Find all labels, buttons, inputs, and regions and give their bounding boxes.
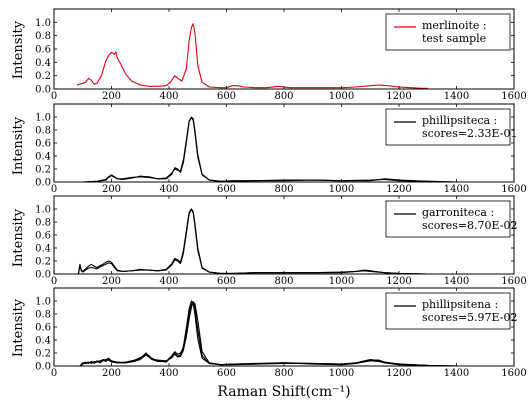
panel-4-ytick-label: 1.0 [35,297,51,308]
panel-2-ylabel: Intensity [11,116,26,175]
panel-3-xtick-label: 1000 [329,276,354,287]
panel-4: Intensity 0 200 400 600 800 1000 1200 1400 16000… [11,287,527,379]
panel-2-xtick-label: 1000 [329,184,354,195]
panel-2-ytick-label: 0.2 [35,165,51,176]
panel-2-ytick-label: 0.8 [35,126,51,137]
panel-2-plot: 0 200 400 600 800 1000 1200 1400 1600 0.0 0.2 0.4 0.… [35,103,527,195]
panel-2-xtick-label: 200 [102,184,121,195]
panel-3-ytick-label: 0.2 [35,257,51,268]
panel-4-xtick-label: 1400 [444,368,469,379]
panel-2-xtick-label: 1400 [444,184,469,195]
panel-2-ytick-label: 0.6 [35,139,51,150]
panel-4-ytick-label: 0.2 [35,349,51,360]
panel-1-xtick-label: 200 [102,91,121,102]
panel-2-xtick-label: 600 [217,184,236,195]
panel-1-ylabel: Intensity [11,20,26,79]
panel-3-legend-text: garroniteca : [422,206,494,219]
panel-1-legend-text: merlinoite : [422,19,487,32]
panel-2-xtick-label: 800 [274,184,293,195]
panel-3-xtick-label: 600 [217,276,236,287]
panel-1-ytick-label: 0.6 [35,45,51,56]
panel-2-ytick-label: 0.0 [35,178,51,189]
panel-2-xtick-label: 1200 [386,184,411,195]
panel-1-ytick-label: 1.0 [35,18,51,29]
panel-4-legend-box [385,292,511,330]
panel-1-xtick-label: 600 [217,91,236,102]
panel-4-xtick-label: 0 [51,368,57,379]
panel-1-xtick-label: 800 [274,91,293,102]
panel-2-legend-text: scores=2.33E-01 [422,127,518,140]
panel-4-xtick-label: 200 [102,368,121,379]
panel-1-xtick-label: 1400 [444,91,469,102]
panel-3-ylabel: Intensity [11,208,26,267]
panel-4-ytick-label: 0.4 [35,336,51,347]
panel-1-legend-text: test sample [422,32,486,45]
panel-2-xtick-label: 1600 [501,184,526,195]
panel-1-xtick-label: 1200 [386,91,411,102]
panel-1-plot: 0 200 400 600 800 1000 1200 1400 1600 0.0 0.2 0.4 0.… [35,8,527,102]
panel-4-ytick-label: 0.8 [35,310,51,321]
panel-3-xtick-label: 1600 [501,276,526,287]
panel-2-xtick-label: 0 [51,184,57,195]
panel-1-xtick-label: 400 [159,91,178,102]
panel-3-legend-box [385,200,511,238]
panel-4-xtick-label: 1600 [501,368,526,379]
panel-2-legend-text: phillipsiteca : [422,114,497,127]
panel-4-legend-text: scores=5.97E-02 [422,311,518,324]
panel-4-legend-text: phillipsitena : [422,298,498,311]
panel-4-ytick-label: 0.0 [35,362,51,373]
panel-3-legend-text: scores=8.70E-02 [422,219,518,232]
panel-3-ytick-label: 0.6 [35,231,51,242]
panel-1-ytick-label: 0.0 [35,85,51,96]
panel-4-xtick-label: 800 [274,368,293,379]
panel-3-xtick-label: 1400 [444,276,469,287]
panel-2-series-line-2 [82,117,486,183]
panel-1: Intensity 0 200 400 600 800 1000 1200 1400 16000… [11,8,527,102]
panel-3-xtick-label: 1200 [386,276,411,287]
panel-1-ytick-label: 0.4 [35,58,51,69]
panel-1-ytick-label: 0.2 [35,71,51,82]
panel-4-ylabel: Intensity [11,298,26,357]
panel-2-legend-box [385,108,511,146]
panel-4-xtick-label: 1200 [386,368,411,379]
panel-4-xtick-label: 600 [217,368,236,379]
panel-1-xtick-label: 1000 [329,91,354,102]
panel-2-ytick-label: 1.0 [35,113,51,124]
panel-3-ytick-label: 0.0 [35,270,51,281]
panel-3: Intensity 0 200 400 600 800 1000 1200 1400 16000… [11,195,527,287]
x-axis-label: Raman Shift(cm⁻¹) [217,384,350,400]
panel-2-xtick-label: 400 [159,184,178,195]
panel-4-series-line-3 [79,301,486,367]
panel-3-ytick-label: 0.8 [35,218,51,229]
panel-3-xtick-label: 200 [102,276,121,287]
panel-1-xtick-label: 1600 [501,91,526,102]
panel-2: Intensity 0 200 400 600 800 1000 1200 1400 16000… [11,103,527,195]
panel-4-plot: 0 200 400 600 800 1000 1200 1400 1600 0.0 0.2 0.4 0.… [35,287,527,379]
panel-3-xtick-label: 0 [51,276,57,287]
panel-3-xtick-label: 800 [274,276,293,287]
panel-1-xtick-label: 0 [51,91,57,102]
panel-1-legend-box [385,13,511,51]
panel-4-xtick-label: 400 [159,368,178,379]
panel-4-xtick-label: 1000 [329,368,354,379]
panel-3-ytick-label: 1.0 [35,205,51,216]
panel-3-ytick-label: 0.4 [35,244,51,255]
panel-4-ytick-label: 0.6 [35,323,51,334]
panel-2-ytick-label: 0.4 [35,152,51,163]
panel-3-plot: 0 200 400 600 800 1000 1200 1400 1600 0.0 0.2 0.4 0.… [35,195,527,287]
panel-1-series-line-1 [76,23,428,89]
panel-1-ytick-label: 0.8 [35,31,51,42]
panel-3-xtick-label: 400 [159,276,178,287]
